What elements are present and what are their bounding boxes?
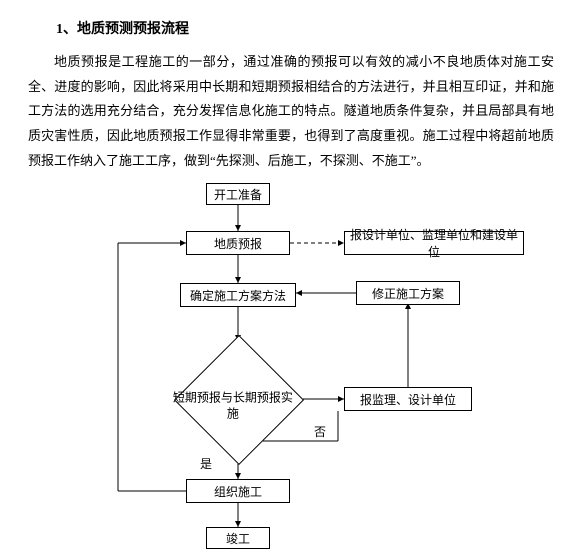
node-construct: 组织施工 <box>186 479 290 503</box>
section-heading: 1、地质预测预报流程 <box>56 18 554 38</box>
node-finish: 竣工 <box>206 527 270 549</box>
node-method: 确定施工方案方法 <box>180 283 296 307</box>
node-decision-label: 短期预报与长期预报实施 <box>173 391 293 422</box>
node-geo-forecast: 地质预报 <box>186 231 290 255</box>
node-report-units: 报设计单位、监理单位和建设单位 <box>344 231 524 255</box>
intro-paragraph: 地质预报是工程施工的一部分，通过准确的预报可以有效的减小不良地质体对施工安全、进… <box>28 50 554 173</box>
node-revise: 修正施工方案 <box>356 281 460 305</box>
label-no: 否 <box>314 423 326 440</box>
node-decision: 短期预报与长期预报实施 <box>174 335 304 465</box>
node-start: 开工准备 <box>206 183 270 205</box>
node-report-supervise: 报监理、设计单位 <box>344 387 472 411</box>
label-yes: 是 <box>200 455 212 472</box>
flowchart: 开工准备 地质预报 报设计单位、监理单位和建设单位 确定施工方案方法 修正施工方… <box>38 183 538 543</box>
